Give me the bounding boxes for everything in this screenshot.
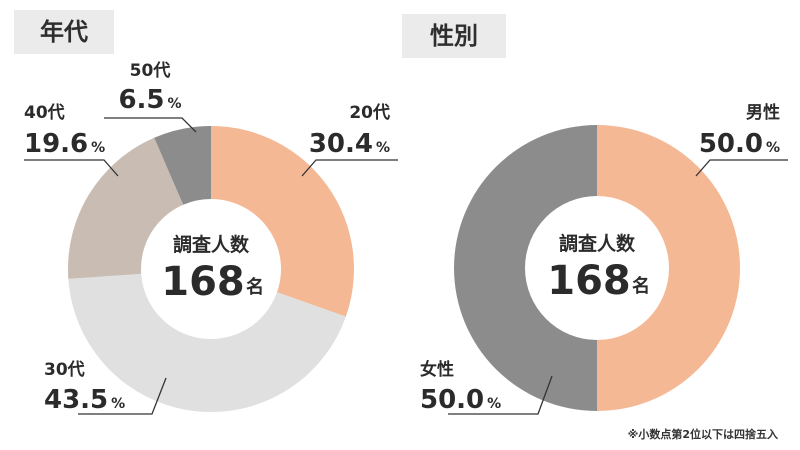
chart2-slice-2 — [454, 125, 597, 411]
chart1-value-4: 6.5% — [118, 85, 181, 115]
chart2-value-1: 50.0% — [699, 129, 780, 159]
chart1-leader-1 — [301, 159, 398, 177]
chart1-slice-3 — [68, 137, 184, 279]
footnote: ※小数点第2位以下は四捨五入 — [627, 428, 778, 441]
chart1-label-4: 50代 — [130, 60, 171, 81]
chart2-value-2: 50.0% — [420, 385, 501, 415]
age-chart-title: 年代 — [14, 10, 114, 54]
chart1-slice-2 — [68, 273, 346, 412]
chart1-leader-2 — [78, 377, 167, 415]
chart1-slice-4 — [154, 126, 211, 205]
chart2-leader-2 — [448, 375, 553, 415]
chart2-label-2: 女性 — [420, 359, 454, 380]
chart1-value-1: 30.4% — [309, 129, 390, 159]
chart2-center-value: 168 — [547, 258, 631, 304]
chart1-label-1: 20代 — [349, 102, 390, 123]
chart1-value-2: 43.5% — [44, 385, 125, 415]
chart2-label-1: 男性 — [746, 102, 780, 123]
chart1-leader-3 — [24, 159, 119, 177]
chart1-slice-1 — [211, 126, 355, 317]
gender-chart-title: 性別 — [402, 14, 506, 58]
chart1-label-2: 30代 — [44, 359, 85, 380]
chart1-value-3: 19.6% — [24, 129, 105, 159]
chart1-leader-4 — [104, 117, 197, 133]
chart2-slice-1 — [597, 125, 740, 411]
chart1-center-unit: 名 — [246, 276, 264, 298]
chart1-label-3: 40代 — [24, 102, 65, 123]
chart1-center-label: 調査人数 — [173, 233, 250, 256]
chart1-center-value: 168 — [161, 259, 245, 305]
chart2-center-unit: 名 — [632, 275, 650, 297]
chart2-leader-1 — [695, 159, 788, 177]
chart2-center-label: 調査人数 — [559, 232, 636, 255]
